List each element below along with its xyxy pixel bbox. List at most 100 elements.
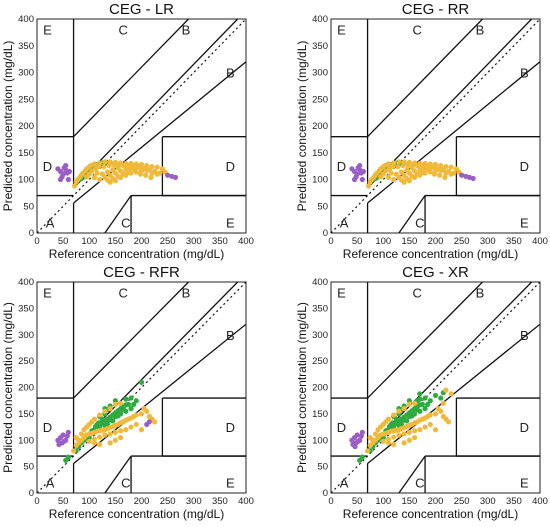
zone-boundary-a-b-upper [367,19,533,189]
x-axis-label: Reference concentration (mg/dL) [49,247,224,261]
x-tick-label: 100 [375,236,391,247]
x-tick-label: 300 [186,496,202,507]
ceg-panel-2: A B B C C D D E E CEG - RR 0 50 100 150 200 250 300 350 40… [295,1,548,261]
data-point-s0-37 [406,398,412,404]
data-point-s1-56 [97,441,103,448]
x-axis-label: Reference concentration (mg/dL) [343,507,518,521]
data-point-s1-34 [133,421,139,428]
chart-title: CEG - XR [402,264,469,281]
data-point-s0-30 [404,418,410,424]
x-tick-label: 0 [34,236,39,247]
x-tick-label: 350 [506,496,522,507]
x-tick-label: 250 [160,496,176,507]
zone-label-e-7: E [43,23,52,38]
zone-label-e-7: E [337,23,346,38]
zone-boundary-c-lower [104,195,132,233]
data-point-s2-10 [351,176,358,183]
data-point-s2-9 [357,162,363,169]
y-axis-label: Predicted concentration (mg/dL) [295,41,309,212]
y-tick-label: 100 [312,175,328,186]
data-point-s0-26 [128,406,134,412]
y-tick-label: 100 [18,175,34,186]
data-point-s2-10 [146,419,152,425]
data-point-s2-5 [56,441,62,448]
y-tick-label: 200 [18,383,34,394]
data-point-s0-54 [438,395,444,401]
zone-label-c-3: C [413,23,422,38]
y-tick-label: 100 [18,435,34,446]
ceg-panel-4: A B B C C D D E E CEG - XR 0 50 100 150 200 250 300 350 40… [295,264,548,521]
data-point-s1-28 [102,432,108,438]
data-point-s1-59 [367,435,373,441]
zone-boundary-a-b-upper [73,19,239,189]
data-point-s0-51 [390,420,396,426]
zone-lines [37,19,246,233]
data-point-s1-71 [442,174,448,180]
y-tick-label: 0 [323,488,328,499]
data-point-s1-44 [406,401,412,407]
x-tick-label: 300 [480,236,496,247]
y-tick-label: 50 [317,462,328,473]
y-tick-label: 400 [312,14,328,25]
zone-label-a-0: A [340,215,349,230]
zone-label-c-4: C [415,475,424,490]
data-point-s1-29 [401,431,407,437]
x-tick-label: 150 [107,236,123,247]
zone-label-c-4: C [121,475,130,490]
data-point-s1-27 [97,434,103,440]
y-tick-label: 350 [18,303,34,314]
x-tick-label: 100 [81,496,97,507]
chart-title: CEG - RR [402,1,470,18]
y-tick-label: 400 [312,277,328,288]
y-axis-label: Predicted concentration (mg/dL) [295,302,309,473]
zone-label-b-1: B [476,286,485,301]
data-point-s1-53 [146,167,152,173]
data-point-s0-53 [138,379,145,385]
data-point-s1-53 [112,437,118,443]
zone-boundary-c-upper [367,282,483,399]
zone-label-e-7: E [43,286,52,301]
zone-label-a-0: A [340,475,349,490]
data-point-s1-48 [438,408,444,414]
zone-label-b-2: B [226,328,235,343]
y-tick-label: 150 [312,409,328,420]
data-point-s2-7 [64,433,70,439]
data-point-s0-31 [409,413,415,419]
data-point-s1-57 [388,170,394,176]
y-tick-label: 300 [18,68,34,79]
data-point-s0-39 [123,396,129,402]
zone-label-d-6: D [520,159,529,174]
y-tick-label: 250 [18,94,34,105]
data-point-s1-66 [122,164,128,170]
x-tick-label: 200 [428,236,444,247]
data-point-s1-51 [151,419,158,425]
data-point-s1-12 [396,159,402,165]
data-point-s1-44 [393,171,399,177]
data-point-s1-42 [396,408,402,414]
x-tick-label: 100 [375,496,391,507]
data-point-s1-77 [125,169,132,176]
ceg-panel-3: A B B C C D D E E CEG - RFR 0 50 100 150 200 250 300 350 4… [1,264,254,521]
data-point-s1-61 [390,164,396,170]
data-point-s2-11 [165,172,171,178]
data-point-s1-42 [102,408,108,414]
y-axis-label: Predicted concentration (mg/dL) [1,41,15,212]
data-point-s1-46 [432,411,439,417]
data-point-s1-22 [448,164,454,170]
y-tick-label: 400 [18,14,34,25]
data-point-s1-62 [440,400,446,406]
data-point-s1-53 [440,167,446,173]
data-point-s1-25 [97,176,103,183]
x-axis-label: Reference concentration (mg/dL) [343,247,518,261]
data-point-s1-75 [115,173,121,179]
plot-frame [330,281,541,494]
data-point-s1-63 [400,162,406,169]
y-tick-label: 200 [312,121,328,132]
data-point-s1-59 [73,435,79,441]
data-point-s2-9 [63,162,69,169]
zone-boundary-a-b-lower [367,61,540,204]
zone-label-e-8: E [226,215,235,230]
data-point-s1-10 [385,161,392,167]
